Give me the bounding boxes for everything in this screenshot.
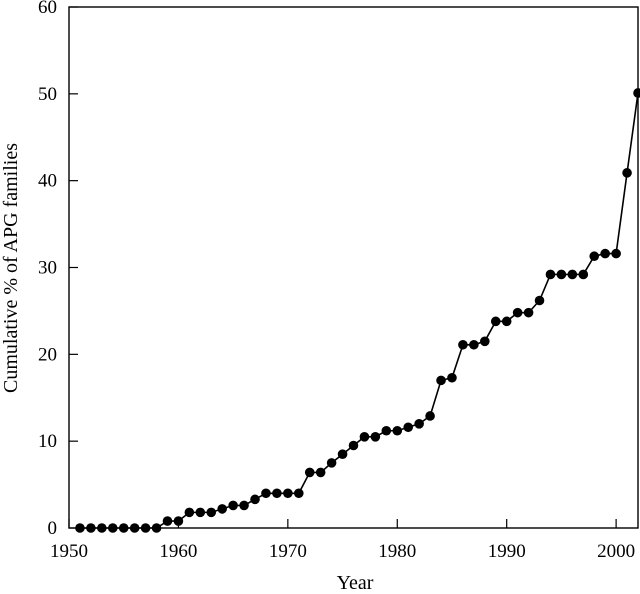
data-point: [458, 339, 468, 350]
data-point: [469, 339, 479, 350]
x-tick-label: 1970: [269, 541, 307, 562]
data-point: [217, 504, 227, 514]
y-tick-label: 50: [38, 84, 57, 105]
y-tick-label: 0: [48, 518, 58, 539]
x-axis: 1950 1960 1970 1980 1990 2000: [50, 519, 635, 562]
data-point: [600, 248, 610, 259]
data-point: [250, 494, 260, 505]
data-point: [206, 507, 217, 518]
data-point: [228, 500, 238, 511]
data-point: [490, 316, 501, 327]
data-point: [381, 425, 392, 436]
data-point: [348, 440, 359, 451]
data-point: [523, 307, 534, 318]
plot-area: [75, 88, 640, 533]
data-point: [162, 516, 173, 526]
data-point: [151, 523, 162, 533]
y-tick-label: 60: [38, 0, 57, 18]
data-point: [403, 422, 414, 433]
data-point: [195, 507, 206, 518]
x-axis-title: Year: [337, 572, 374, 594]
data-point: [293, 488, 304, 499]
data-point: [239, 500, 249, 511]
data-point: [75, 523, 85, 533]
data-point: [86, 523, 96, 533]
x-tick-label: 1950: [50, 541, 88, 562]
data-point: [184, 507, 195, 518]
data-point: [447, 372, 457, 383]
data-point: [118, 523, 129, 533]
y-tick-label: 10: [38, 431, 57, 452]
data-point: [501, 316, 512, 327]
data-point: [370, 432, 381, 442]
data-point: [414, 419, 424, 429]
data-point: [359, 432, 370, 442]
x-tick-label: 1960: [159, 541, 197, 562]
data-point: [567, 269, 578, 280]
data-point: [436, 375, 446, 386]
data-point: [578, 269, 589, 280]
y-tick-label: 20: [38, 344, 57, 365]
data-point: [556, 269, 567, 280]
data-point: [622, 168, 632, 178]
data-point: [261, 488, 271, 499]
data-point: [315, 467, 326, 478]
data-point: [589, 251, 600, 262]
x-tick-label: 1980: [378, 541, 416, 562]
x-tick-label: 2000: [597, 541, 635, 562]
data-point: [633, 88, 640, 98]
data-point: [140, 523, 151, 533]
data-point: [326, 458, 337, 468]
y-tick-label: 40: [38, 171, 57, 192]
data-point: [480, 336, 490, 347]
data-point: [425, 411, 435, 421]
data-point: [304, 467, 315, 478]
data-point: [97, 523, 107, 533]
data-point: [107, 523, 118, 533]
data-point: [337, 449, 348, 459]
data-point: [545, 269, 556, 280]
data-point: [283, 488, 293, 499]
data-point: [392, 425, 403, 436]
series-line: [79, 92, 639, 529]
y-axis-title: Cumulative % of APG families: [0, 143, 22, 393]
y-tick-label: 30: [38, 258, 57, 279]
y-axis: 0 10 20 30 40 50 60: [38, 0, 78, 539]
data-point: [534, 295, 545, 306]
data-point: [611, 248, 621, 259]
data-point: [129, 523, 140, 533]
x-tick-label: 1990: [488, 541, 526, 562]
data-point: [173, 516, 184, 526]
data-point: [272, 488, 282, 499]
data-point: [512, 307, 523, 318]
